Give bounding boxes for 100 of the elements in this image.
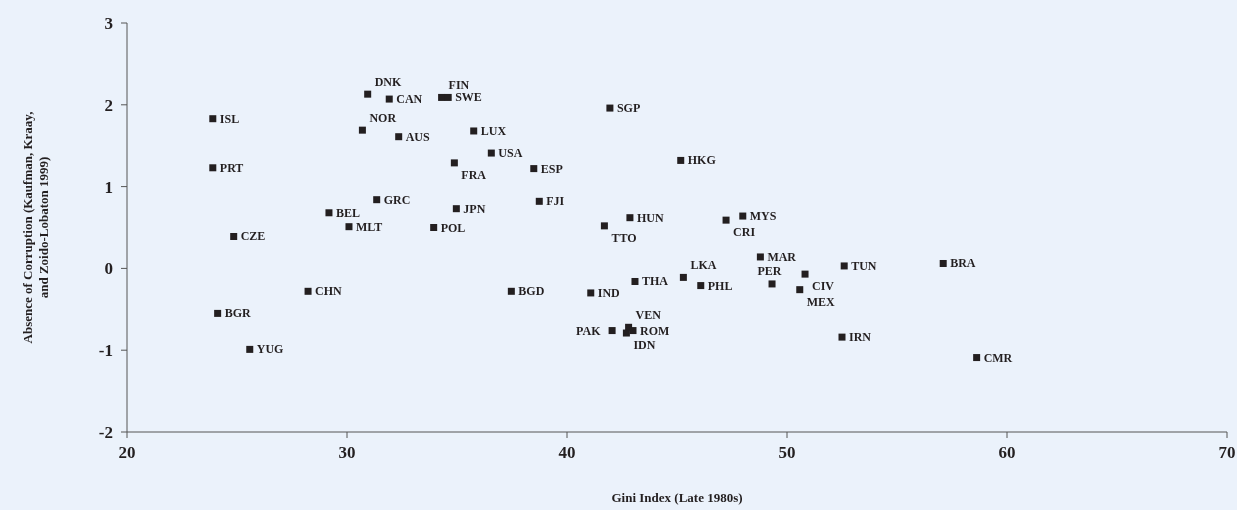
point [487, 149, 495, 157]
x-tick-label: 20 [118, 443, 136, 463]
point [606, 104, 614, 112]
annotation: CZE [240, 229, 266, 244]
annotation: JPN [463, 201, 486, 216]
x-axis-title: Gini Index (Late 1980s) [611, 490, 743, 505]
y-tick-label: 0 [104, 259, 113, 279]
annotation: MLT [355, 219, 383, 234]
annotation: HKG [687, 153, 716, 168]
annotation: SGP [616, 101, 641, 116]
annotation: CRI [733, 225, 756, 240]
annotation: TTO [611, 230, 637, 245]
point [438, 93, 446, 101]
point [939, 259, 947, 267]
annotation: BGR [224, 306, 251, 321]
point [209, 115, 217, 123]
y-tick-label: -2 [98, 423, 113, 443]
annotation: LKA [690, 258, 717, 273]
y-tick-label: 2 [104, 95, 113, 115]
x-tick-label: 70 [1218, 443, 1236, 463]
point [345, 223, 353, 231]
point [452, 205, 460, 213]
annotation: GRC [383, 192, 411, 207]
point [325, 209, 333, 217]
point [230, 233, 238, 240]
annotation: AUS [405, 129, 431, 144]
annotation: IDN [633, 338, 656, 353]
annotation: BRA [950, 256, 976, 271]
y-tick-label: 1 [104, 177, 113, 197]
x-tick-label: 60 [998, 443, 1016, 463]
point [587, 289, 595, 297]
point [973, 354, 981, 362]
annotation: USA [498, 146, 523, 161]
point [608, 327, 616, 335]
annotation: IRN [849, 330, 872, 345]
annotation: THA [641, 274, 669, 289]
point [507, 287, 515, 295]
x-tick-label: 30 [338, 443, 356, 463]
annotation: MEX [806, 294, 836, 309]
annotation: PER [757, 263, 782, 278]
point [697, 282, 705, 290]
point [214, 309, 222, 317]
annotation: NOR [369, 111, 397, 126]
point [385, 95, 393, 103]
y-axis-title: Absence of Corruption (Kaufman, Kraay, and Zoido-Lobaton 1999) [20, 111, 51, 344]
annotation: FIN [448, 78, 470, 93]
point [622, 329, 630, 337]
point [246, 345, 254, 353]
annotation: PAK [576, 323, 602, 338]
y-tick-label: -1 [98, 341, 113, 361]
point [364, 90, 372, 98]
point [722, 216, 730, 224]
annotation: CIV [812, 279, 835, 294]
annotation: BGD [518, 284, 545, 299]
x-tick-label: 50 [778, 443, 796, 463]
point [209, 164, 217, 172]
annotation: ESP [540, 161, 563, 176]
annotation: POL [440, 220, 466, 235]
point [629, 327, 637, 335]
point [840, 262, 848, 270]
annotation: CMR [983, 350, 1013, 365]
annotation: FRA [461, 167, 487, 182]
annotation: DNK [374, 75, 403, 90]
point [470, 127, 478, 135]
point [626, 214, 634, 222]
annotation: HUN [636, 210, 664, 225]
annotation: SWE [455, 90, 482, 105]
annotation: IND [597, 285, 621, 300]
point [535, 197, 543, 205]
point [631, 277, 639, 285]
annotation: VEN [635, 308, 662, 323]
point [373, 196, 381, 204]
annotation: YUG [256, 342, 284, 357]
x-tick-label: 40 [558, 443, 576, 463]
annotation: LUX [480, 123, 507, 138]
point [801, 270, 809, 278]
point [739, 212, 747, 220]
y-tick-label: 3 [104, 14, 113, 34]
annotation: CHN [315, 284, 343, 299]
point [358, 126, 366, 134]
point [838, 333, 846, 341]
annotation: PHL [707, 278, 733, 293]
annotation: FJI [546, 194, 565, 209]
point [679, 273, 687, 281]
annotation: MYS [749, 209, 777, 224]
point [395, 133, 403, 141]
annotation: PRT [219, 160, 244, 175]
point [444, 93, 452, 101]
point [756, 253, 764, 261]
annotation: TUN [851, 258, 877, 273]
annotation: ISL [219, 111, 240, 126]
point [530, 165, 538, 173]
point [450, 159, 458, 167]
annotation: CAN [396, 92, 423, 107]
point [600, 222, 608, 230]
point [304, 287, 312, 295]
annotation: BEL [335, 205, 360, 220]
annotation: MAR [767, 249, 797, 264]
point [677, 156, 685, 164]
point [430, 224, 438, 231]
